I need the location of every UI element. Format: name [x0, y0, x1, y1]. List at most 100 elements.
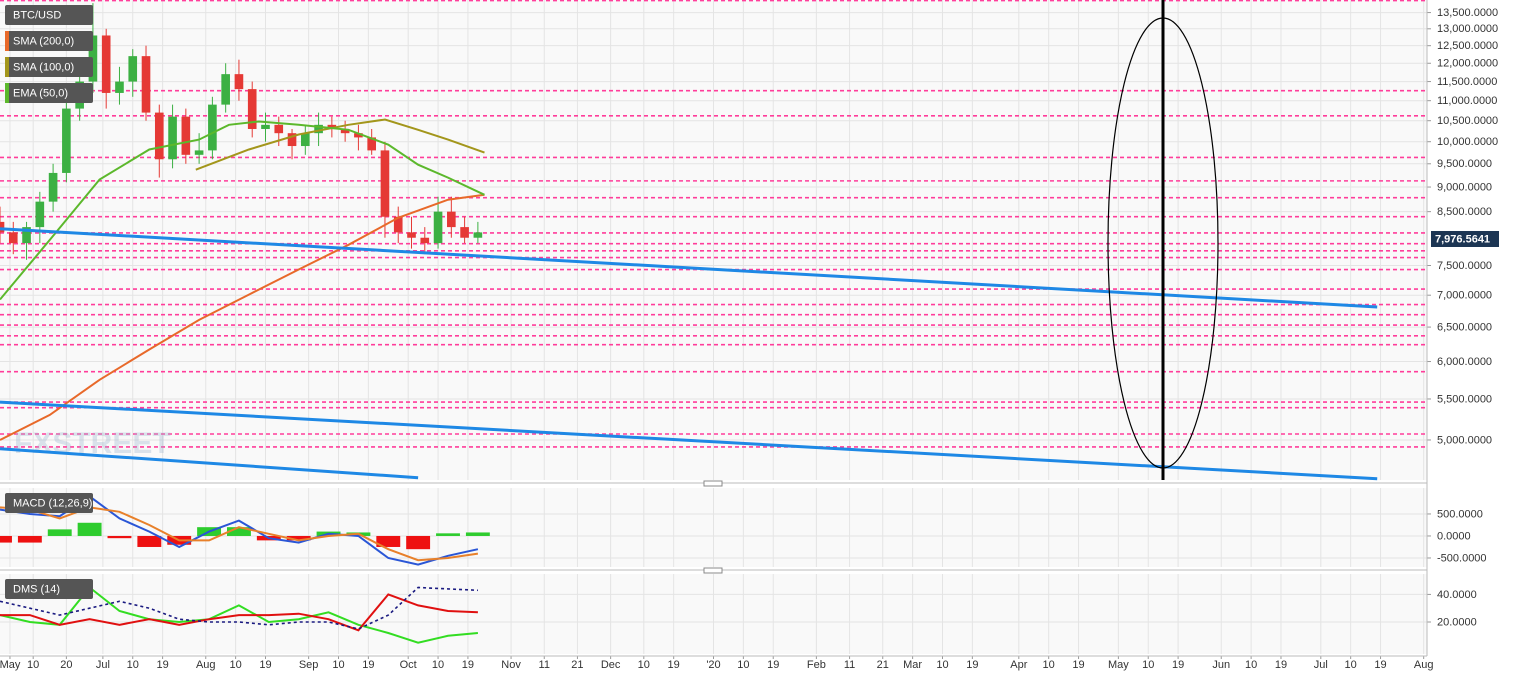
candle-body — [433, 211, 443, 244]
candle-body — [407, 232, 416, 238]
candle-body — [234, 74, 244, 90]
y-tick-label: 10,000.0000 — [1437, 136, 1498, 148]
y-tick-label: 8,500.0000 — [1437, 206, 1492, 218]
x-tick-label: 19 — [1275, 659, 1287, 671]
x-tick-label: 10 — [1142, 659, 1154, 671]
y-tick-label: 7,000.0000 — [1437, 290, 1492, 302]
x-tick-label: May — [0, 659, 21, 671]
legend-label: EMA (50,0) — [13, 87, 68, 99]
candle-body — [393, 216, 403, 233]
series-line — [0, 447, 419, 480]
x-tick-label: 10 — [27, 659, 39, 671]
series-line — [0, 593, 478, 632]
candle-body — [367, 137, 376, 151]
x-tick-label: 19 — [966, 659, 978, 671]
legend-box — [5, 579, 93, 599]
series-line — [0, 193, 485, 441]
x-tick-label: 11 — [539, 659, 550, 671]
x-tick-label: 19 — [362, 659, 374, 671]
candle-body — [8, 232, 18, 244]
series-line — [0, 586, 478, 644]
x-tick-label: Aug — [196, 659, 216, 671]
series-line — [0, 120, 485, 301]
x-tick-label: '20 — [706, 659, 720, 671]
x-tick-label: 10 — [1245, 659, 1257, 671]
x-tick-label: Apr — [1010, 659, 1027, 671]
legend-entry: EMA (50,0) — [5, 83, 93, 103]
candle-body — [22, 227, 31, 244]
x-tick-label: 11 — [844, 659, 855, 671]
x-tick-label: Mar — [903, 659, 922, 671]
candle-body — [208, 104, 217, 151]
x-tick-label: Jul — [96, 659, 110, 671]
legend-entry: SMA (100,0) — [5, 57, 93, 77]
candle-body — [62, 108, 71, 173]
candle-body — [380, 150, 390, 217]
y-tick-label: 6,000.0000 — [1437, 356, 1492, 368]
candle-body — [354, 133, 363, 138]
candle-body — [128, 56, 138, 82]
legend-label: SMA (100,0) — [13, 61, 74, 73]
histogram-bar — [226, 527, 251, 536]
y-tick-label: 12,500.0000 — [1437, 40, 1498, 52]
resize-handle[interactable] — [703, 480, 723, 487]
y-tick-label: 0.0000 — [1437, 530, 1471, 542]
histogram-bar — [286, 535, 311, 541]
x-tick-label: 19 — [1374, 659, 1386, 671]
legend-swatch — [5, 57, 9, 77]
y-tick-label: 20.0000 — [1437, 616, 1477, 628]
x-tick-label: 10 — [332, 659, 344, 671]
histogram-bar — [376, 535, 401, 547]
y-tick-label: 13,500.0000 — [1437, 7, 1498, 19]
candle-body — [115, 81, 124, 93]
candle-body — [221, 74, 230, 105]
y-tick-label: 500.0000 — [1437, 508, 1483, 520]
resize-handle[interactable] — [703, 567, 723, 574]
series-line — [195, 118, 485, 171]
plot-layer: 5,000.0000 5,500.0000 6,000.0000 6,500.0000… — [0, 0, 1499, 671]
histogram-bar — [17, 535, 42, 543]
y-tick-label: 12,000.0000 — [1437, 58, 1498, 70]
x-tick-label: Sep — [299, 659, 319, 671]
candle-body — [300, 133, 310, 147]
x-tick-label: Oct — [400, 659, 417, 671]
candle-body — [340, 128, 350, 134]
legend-label: MACD (12,26,9) — [13, 497, 92, 509]
x-tick-label: 10 — [1043, 659, 1055, 671]
legend-box — [5, 83, 93, 103]
x-tick-label: Jun — [1212, 659, 1230, 671]
x-tick-label: 10 — [127, 659, 139, 671]
candle-body — [0, 221, 5, 233]
series-line — [0, 227, 1378, 309]
candle-body — [261, 124, 270, 129]
y-tick-label: 40.0000 — [1437, 589, 1477, 601]
x-tick-label: 19 — [462, 659, 474, 671]
y-tick-label: 9,500.0000 — [1437, 158, 1492, 170]
x-tick-label: 10 — [936, 659, 948, 671]
histogram-bar — [47, 529, 72, 536]
x-tick-label: Nov — [501, 659, 521, 671]
x-tick-label: 21 — [571, 659, 583, 671]
x-tick-label: 19 — [156, 659, 168, 671]
y-tick-label: -500.0000 — [1437, 552, 1487, 564]
x-tick-label: Jul — [1314, 659, 1328, 671]
candle-body — [194, 150, 204, 155]
x-tick-label: 19 — [668, 659, 680, 671]
candle-body — [420, 237, 430, 244]
legend-swatch — [5, 83, 9, 103]
x-tick-label: 19 — [1172, 659, 1184, 671]
histogram-bar — [107, 535, 132, 539]
series-line — [0, 400, 1378, 481]
x-tick-label: 19 — [1072, 659, 1084, 671]
legend-title: DMS (14) — [5, 579, 93, 599]
x-tick-label: Feb — [807, 659, 826, 671]
legend-box — [5, 493, 93, 513]
candle-body — [314, 124, 323, 134]
legend-label: SMA (200,0) — [13, 35, 74, 47]
y-tick-label: 5,500.0000 — [1437, 393, 1492, 405]
candle-body — [141, 56, 151, 113]
legend-swatch — [5, 31, 9, 51]
legend-box — [5, 5, 93, 25]
legend-title: BTC/USD — [5, 5, 93, 25]
histogram-bar — [465, 532, 490, 536]
